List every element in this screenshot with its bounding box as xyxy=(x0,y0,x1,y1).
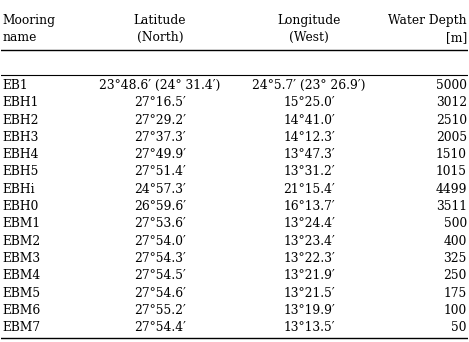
Text: EBM3: EBM3 xyxy=(2,252,40,265)
Text: EBM5: EBM5 xyxy=(2,287,40,300)
Text: 26°59.6′: 26°59.6′ xyxy=(134,200,186,213)
Text: Latitude
(North): Latitude (North) xyxy=(134,14,186,44)
Text: 23°48.6′ (24° 31.4′): 23°48.6′ (24° 31.4′) xyxy=(99,79,220,92)
Text: 1015: 1015 xyxy=(436,166,467,179)
Text: 27°54.0′: 27°54.0′ xyxy=(134,235,186,248)
Text: 13°13.5′: 13°13.5′ xyxy=(283,321,335,334)
Text: Longitude
(West): Longitude (West) xyxy=(277,14,341,44)
Text: 5000: 5000 xyxy=(436,79,467,92)
Text: EBHi: EBHi xyxy=(2,183,35,196)
Text: EB1: EB1 xyxy=(2,79,28,92)
Text: 27°54.3′: 27°54.3′ xyxy=(134,252,186,265)
Text: 24°57.3′: 24°57.3′ xyxy=(134,183,186,196)
Text: 13°19.9′: 13°19.9′ xyxy=(283,304,335,317)
Text: 27°16.5′: 27°16.5′ xyxy=(134,96,186,109)
Text: EBM2: EBM2 xyxy=(2,235,40,248)
Text: 27°54.6′: 27°54.6′ xyxy=(134,287,186,300)
Text: EBM6: EBM6 xyxy=(2,304,40,317)
Text: 50: 50 xyxy=(451,321,467,334)
Text: EBH1: EBH1 xyxy=(2,96,38,109)
Text: 16°13.7′: 16°13.7′ xyxy=(283,200,335,213)
Text: 2005: 2005 xyxy=(436,131,467,144)
Text: 15°25.0′: 15°25.0′ xyxy=(283,96,335,109)
Text: 24°5.7′ (23° 26.9′): 24°5.7′ (23° 26.9′) xyxy=(252,79,366,92)
Text: 250: 250 xyxy=(443,269,467,282)
Text: 325: 325 xyxy=(443,252,467,265)
Text: 27°54.5′: 27°54.5′ xyxy=(134,269,186,282)
Text: 13°22.3′: 13°22.3′ xyxy=(283,252,335,265)
Text: 14°12.3′: 14°12.3′ xyxy=(283,131,335,144)
Text: 27°55.2′: 27°55.2′ xyxy=(134,304,186,317)
Text: 13°21.5′: 13°21.5′ xyxy=(283,287,335,300)
Text: 27°53.6′: 27°53.6′ xyxy=(134,218,186,231)
Text: 27°49.9′: 27°49.9′ xyxy=(134,148,186,161)
Text: EBM7: EBM7 xyxy=(2,321,40,334)
Text: 13°23.4′: 13°23.4′ xyxy=(283,235,335,248)
Text: EBH4: EBH4 xyxy=(2,148,39,161)
Text: 14°41.0′: 14°41.0′ xyxy=(283,114,335,127)
Text: 4499: 4499 xyxy=(435,183,467,196)
Text: 13°31.2′: 13°31.2′ xyxy=(283,166,335,179)
Text: 27°37.3′: 27°37.3′ xyxy=(134,131,186,144)
Text: 27°54.4′: 27°54.4′ xyxy=(134,321,186,334)
Text: 175: 175 xyxy=(444,287,467,300)
Text: 3012: 3012 xyxy=(436,96,467,109)
Text: 21°15.4′: 21°15.4′ xyxy=(283,183,335,196)
Text: Mooring
name: Mooring name xyxy=(2,14,55,44)
Text: 13°24.4′: 13°24.4′ xyxy=(283,218,335,231)
Text: 13°47.3′: 13°47.3′ xyxy=(283,148,335,161)
Text: 1510: 1510 xyxy=(436,148,467,161)
Text: 400: 400 xyxy=(443,235,467,248)
Text: EBM4: EBM4 xyxy=(2,269,40,282)
Text: EBH0: EBH0 xyxy=(2,200,38,213)
Text: 500: 500 xyxy=(444,218,467,231)
Text: EBH3: EBH3 xyxy=(2,131,38,144)
Text: 100: 100 xyxy=(444,304,467,317)
Text: EBH5: EBH5 xyxy=(2,166,38,179)
Text: Water Depth
[m]: Water Depth [m] xyxy=(388,14,467,44)
Text: 2510: 2510 xyxy=(436,114,467,127)
Text: EBM1: EBM1 xyxy=(2,218,40,231)
Text: EBH2: EBH2 xyxy=(2,114,39,127)
Text: 27°51.4′: 27°51.4′ xyxy=(134,166,186,179)
Text: 3511: 3511 xyxy=(436,200,467,213)
Text: 27°29.2′: 27°29.2′ xyxy=(134,114,186,127)
Text: 13°21.9′: 13°21.9′ xyxy=(283,269,335,282)
